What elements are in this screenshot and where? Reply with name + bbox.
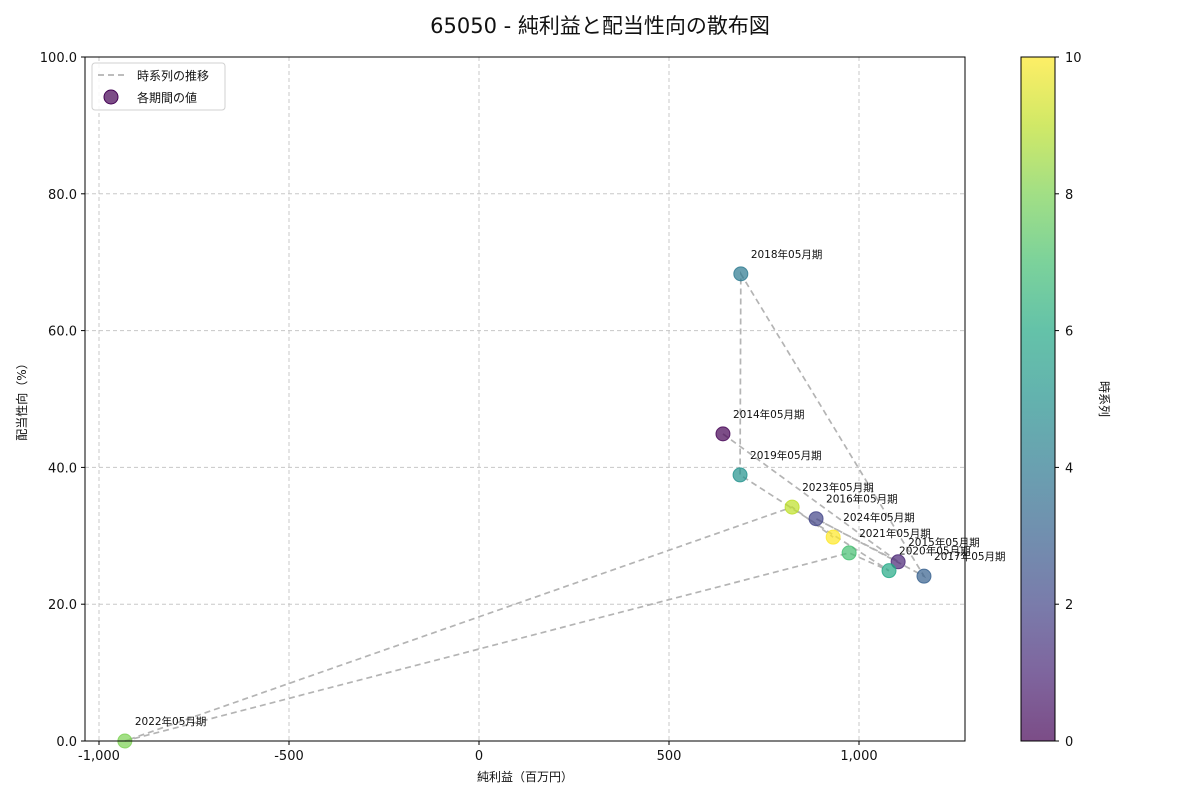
data-point	[916, 568, 932, 584]
data-point	[732, 467, 748, 483]
y-tick-label: 80.0	[48, 188, 77, 203]
colorbar-tick-label: 4	[1065, 461, 1073, 476]
colorbar-tick-label: 2	[1065, 598, 1073, 613]
colorbar-tick-label: 10	[1065, 51, 1082, 66]
point-label: 2019年05月期	[750, 449, 822, 462]
x-tick-label: -500	[274, 749, 304, 764]
point-label: 2018年05月期	[751, 248, 823, 261]
point-label: 2016年05月期	[826, 493, 898, 506]
plot-frame	[84, 56, 966, 742]
y-tick-label: 60.0	[48, 325, 77, 340]
y-tick-label: 100.0	[40, 51, 77, 66]
data-point	[881, 563, 897, 579]
data-point	[890, 554, 906, 570]
x-tick-label: -1,000	[78, 749, 120, 764]
data-point	[784, 499, 800, 515]
x-tick-label: 500	[657, 749, 682, 764]
point-label: 2015年05月期	[908, 536, 980, 549]
data-point	[733, 266, 749, 282]
x-tick-label: 1,000	[840, 749, 877, 764]
y-axis-label: 配当性向（%）	[14, 357, 29, 440]
point-label: 2020年05月期	[899, 545, 971, 558]
x-tick-label: 0	[475, 749, 483, 764]
point-label: 2022年05月期	[135, 715, 207, 728]
data-point	[715, 426, 731, 442]
data-point	[825, 529, 841, 545]
trend-line	[124, 270, 927, 742]
colorbar: 0 2 4 6 8 10 時系列	[1020, 51, 1111, 750]
data-points	[117, 266, 932, 749]
colorbar-tick-label: 0	[1065, 735, 1073, 750]
point-label: 2017年05月期	[934, 550, 1006, 563]
grid-lines	[85, 56, 965, 742]
point-annotations: 2014年05月期 2015年05月期 2016年05月期 2017年05月期 2018…	[135, 248, 1006, 728]
colorbar-label: 時系列	[1097, 381, 1111, 417]
y-tick-label: 40.0	[48, 461, 77, 476]
legend-entry-points: 各期間の値	[137, 90, 197, 105]
colorbar-tick-label: 6	[1065, 325, 1073, 340]
point-label: 2021年05月期	[859, 527, 931, 540]
y-tick-label: 20.0	[48, 598, 77, 613]
colorbar-tick-label: 8	[1065, 188, 1073, 203]
y-tick-label: 0.0	[56, 735, 77, 750]
data-point	[841, 545, 857, 561]
chart-title: 65050 - 純利益と配当性向の散布図	[430, 14, 770, 38]
point-label: 2023年05月期	[802, 481, 874, 494]
legend-marker-icon	[103, 89, 119, 105]
x-axis-label: 純利益（百万円）	[477, 770, 573, 784]
point-label: 2014年05月期	[733, 408, 805, 421]
data-point	[808, 511, 824, 527]
axes: -1,000 -500 0 500 1,000 0.0 20.0 40.0 60.0 80.0 10…	[14, 51, 878, 784]
point-label: 2024年05月期	[843, 511, 915, 524]
legend-entry-trend: 時系列の推移	[137, 69, 209, 83]
